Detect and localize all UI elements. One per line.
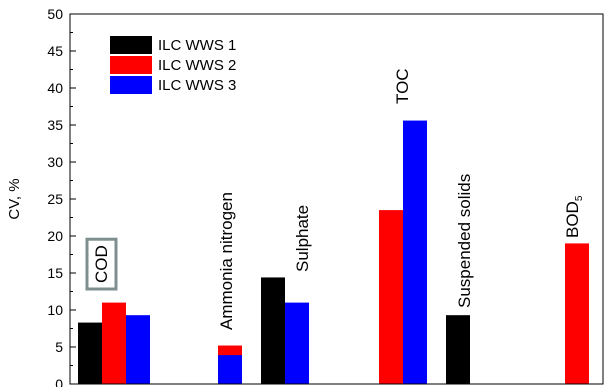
- bar-toc-series-2: [379, 210, 403, 384]
- bar-toc-series-3: [403, 120, 427, 384]
- y-tick-label: 5: [55, 339, 63, 355]
- category-label-box: [85, 237, 118, 291]
- category-label: TOC: [393, 68, 412, 104]
- category-label: Suspended solids: [455, 174, 474, 308]
- category-label: BOD5: [563, 195, 585, 238]
- category-label: COD: [92, 245, 111, 283]
- legend-swatch: [110, 56, 152, 74]
- y-axis: 0 5 10 15 20 25 30 35 40 45 50: [47, 6, 76, 387]
- category-label-subscript: 5: [574, 195, 585, 201]
- y-tick-label: 35: [47, 117, 63, 133]
- bar-sulphate-series-1: [261, 277, 285, 384]
- category-label: Ammonia nitrogen: [217, 192, 236, 330]
- category-label-group: Ammonia nitrogen: [217, 192, 236, 330]
- bar-sulphate-series-3: [285, 302, 309, 384]
- bar-ammonia-nitrogen-series-3: [218, 355, 242, 384]
- category-label-group: Sulphate: [293, 205, 312, 272]
- legend-label: ILC WWS 1: [158, 37, 236, 54]
- legend-swatch: [110, 76, 152, 94]
- bar-bod5-series-2: [565, 243, 589, 384]
- category-label-group: TOC: [393, 68, 412, 104]
- bar-suspended-solids-series-1: [446, 315, 470, 384]
- category-labels: COD Ammonia nitrogen Sulphate TOC Suspended …: [85, 68, 585, 330]
- y-axis-title: CV, %: [6, 178, 23, 219]
- y-tick-label: 25: [47, 191, 63, 207]
- category-label-group: BOD5: [563, 195, 585, 238]
- y-tick-label: 20: [47, 228, 63, 244]
- category-label: Sulphate: [293, 205, 312, 272]
- legend-label: ILC WWS 3: [158, 77, 236, 94]
- bar-cod-series-2: [102, 302, 126, 384]
- y-tick-label: 15: [47, 265, 63, 281]
- bar-cod-series-3: [126, 315, 150, 384]
- legend-label: ILC WWS 2: [158, 57, 236, 74]
- category-label-group: Suspended solids: [455, 174, 474, 308]
- bar-cod-series-1: [78, 322, 102, 384]
- y-tick-label: 50: [47, 6, 63, 22]
- y-tick-label: 45: [47, 43, 63, 59]
- y-tick-label: 30: [47, 154, 63, 170]
- legend-swatch: [110, 36, 152, 54]
- y-tick-label: 40: [47, 80, 63, 96]
- category-label-group: COD: [85, 237, 118, 291]
- y-tick-label: 10: [47, 302, 63, 318]
- legend: ILC WWS 1 ILC WWS 2 ILC WWS 3: [110, 36, 236, 94]
- y-tick-label: 0: [55, 376, 63, 387]
- bars-layer: [78, 120, 589, 384]
